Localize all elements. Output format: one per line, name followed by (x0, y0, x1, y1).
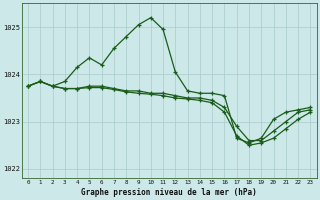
X-axis label: Graphe pression niveau de la mer (hPa): Graphe pression niveau de la mer (hPa) (81, 188, 257, 197)
